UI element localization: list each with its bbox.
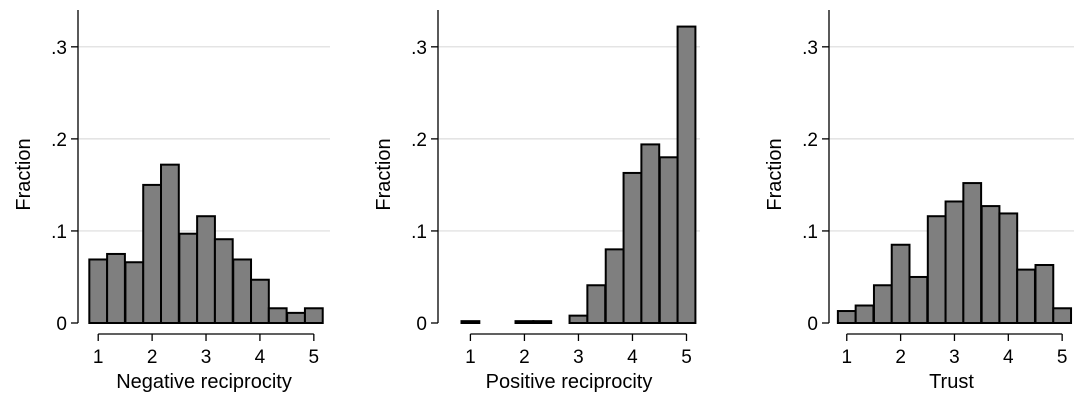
histogram-bar <box>213 238 234 324</box>
histogram-bar <box>160 163 180 324</box>
y-tick-label: .1 <box>51 222 67 243</box>
histogram-bar <box>568 314 589 324</box>
chart-trust: 0 .1 .2 .3 1 2 3 4 5 Trust Fraction <box>764 10 1074 393</box>
y-tick-label: .3 <box>51 38 67 59</box>
histogram-bar <box>250 278 270 325</box>
y-tick-label: .2 <box>802 130 818 151</box>
histogram-bar <box>926 215 947 324</box>
y-axis-title: Fraction <box>764 138 786 210</box>
histogram-bar <box>232 258 253 324</box>
histogram-bar <box>998 212 1019 324</box>
histogram-bar <box>622 171 643 324</box>
x-axis-title: Trust <box>929 371 974 393</box>
y-tick-label: .2 <box>411 130 427 151</box>
histogram-bar <box>944 200 965 324</box>
histogram-bar <box>178 232 199 324</box>
x-tick-label: 1 <box>841 347 852 368</box>
histogram-bar <box>124 261 145 325</box>
x-tick-label: 3 <box>573 347 584 368</box>
x-tick-label: 4 <box>627 347 638 368</box>
y-tick-label: .3 <box>411 38 427 59</box>
histogram-bar <box>962 182 983 324</box>
histogram-bar <box>604 248 625 324</box>
y-tick-label: 0 <box>416 314 427 335</box>
histogram-bar <box>106 252 126 325</box>
x-tick-label: 5 <box>1057 347 1068 368</box>
histogram-bar <box>640 143 661 324</box>
y-tick-label: 0 <box>807 314 818 335</box>
histogram-bar <box>586 284 607 325</box>
y-tick-label: 0 <box>56 314 67 335</box>
x-axis-title: Positive reciprocity <box>486 371 653 393</box>
histogram-bar <box>854 304 875 324</box>
x-tick-label: 1 <box>465 347 476 368</box>
y-axis-title: Fraction <box>373 138 395 210</box>
chart-positive-reciprocity: 0 .1 .2 .3 1 2 3 4 5 Positive reciprocity Fraction <box>373 10 700 393</box>
x-tick-label: 3 <box>949 347 960 368</box>
histogram-bar <box>890 243 911 324</box>
y-tick-label: .3 <box>802 38 818 59</box>
chart-negative-reciprocity: 0 .1 .2 .3 1 2 3 4 5 Negative reciprocity Fraction <box>13 10 330 393</box>
histogram-bar <box>676 25 697 325</box>
histogram-bar <box>836 310 857 324</box>
y-tick-label: .2 <box>51 130 67 151</box>
histogram-bar <box>1034 264 1055 324</box>
histogram-bar <box>1016 268 1036 325</box>
histogram-bar <box>980 205 1001 324</box>
histogram-bar <box>514 320 535 324</box>
x-tick-label: 2 <box>519 347 530 368</box>
x-tick-label: 2 <box>147 347 158 368</box>
y-axis-title: Fraction <box>13 138 35 210</box>
histogram-bar <box>196 215 216 324</box>
histogram-bar <box>908 275 929 324</box>
x-tick-label: 4 <box>255 347 266 368</box>
x-tick-label: 5 <box>681 347 692 368</box>
y-tick-label: .1 <box>411 222 427 243</box>
x-tick-label: 4 <box>1003 347 1014 368</box>
histogram-bar <box>286 311 306 325</box>
histogram-bar <box>1052 307 1073 325</box>
histogram-bar <box>460 320 481 324</box>
histogram-bar <box>142 183 163 324</box>
x-tick-label: 2 <box>895 347 906 368</box>
histogram-bar <box>303 307 324 325</box>
x-tick-label: 1 <box>93 347 104 368</box>
x-tick-label: 5 <box>309 347 320 368</box>
y-tick-label: .1 <box>802 222 818 243</box>
histogram-bar <box>658 156 679 324</box>
histogram-bar <box>532 320 553 324</box>
histogram-bar <box>88 258 109 324</box>
x-tick-label: 3 <box>201 347 212 368</box>
histogram-bar <box>872 284 893 325</box>
x-axis-title: Negative reciprocity <box>116 371 292 393</box>
histogram-bar <box>267 307 288 325</box>
